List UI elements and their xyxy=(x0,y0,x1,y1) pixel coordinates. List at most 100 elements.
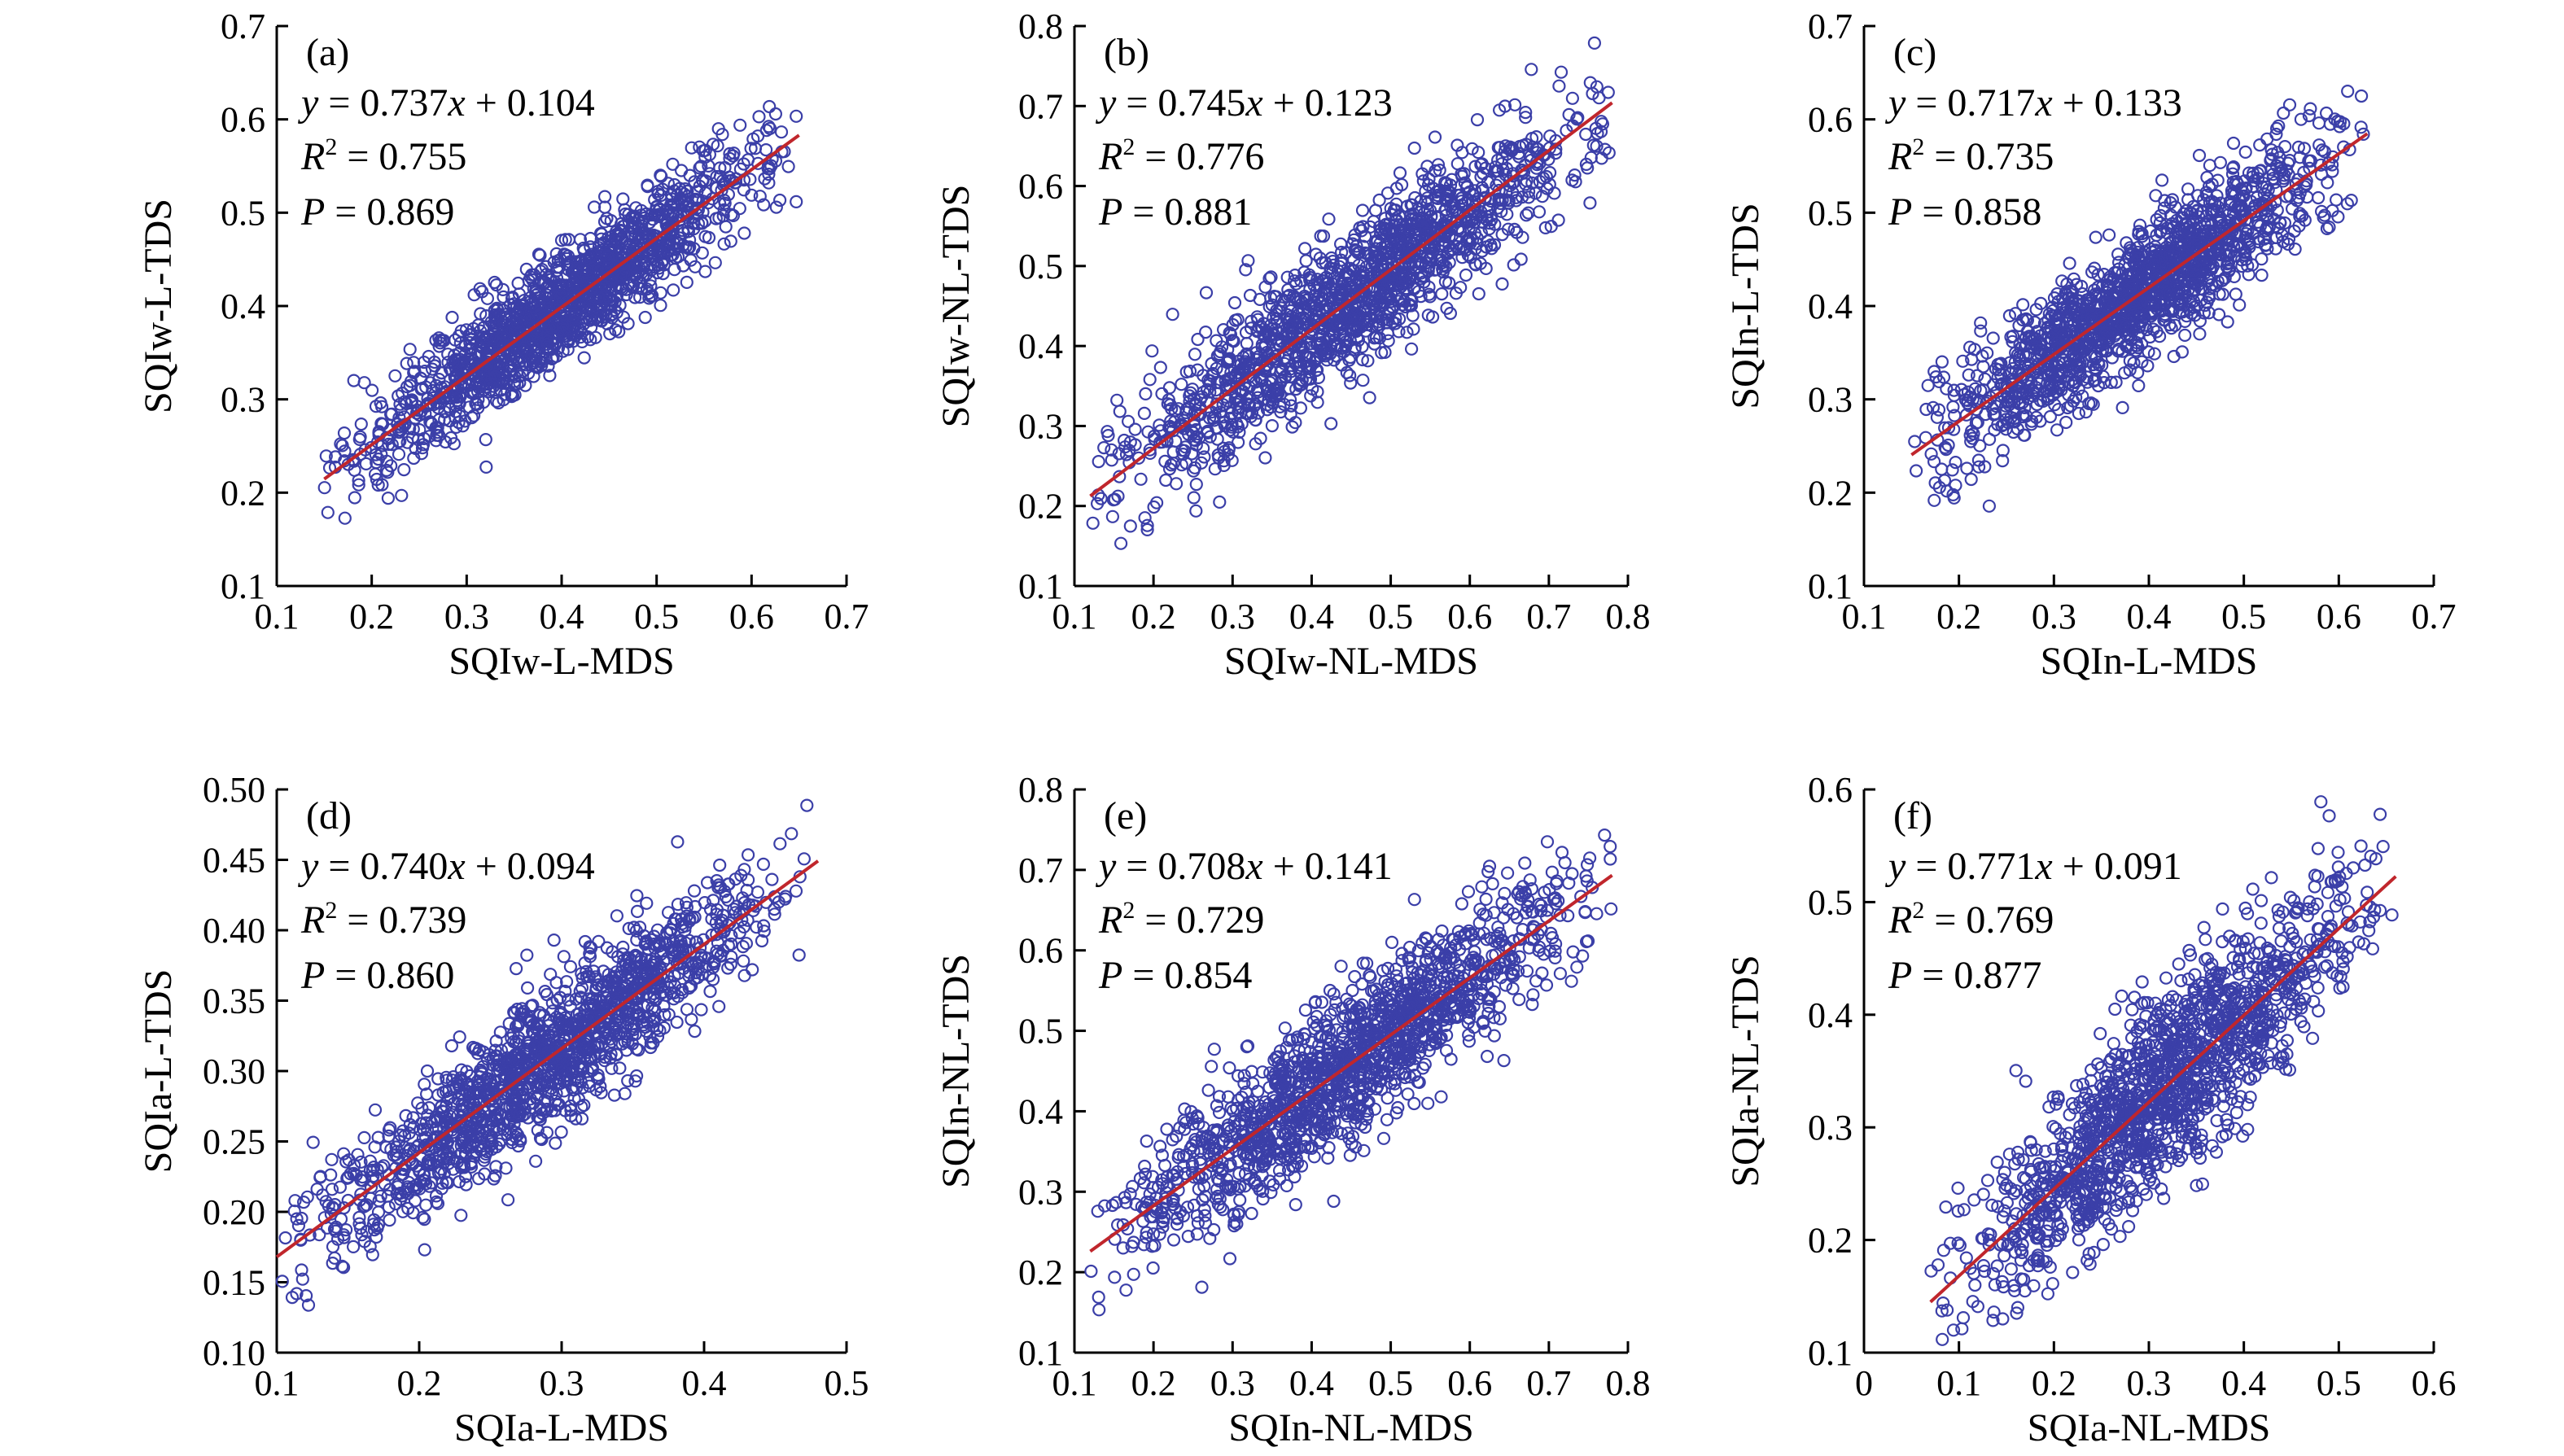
y-tick-label: 0.3 xyxy=(1018,406,1063,446)
scatter-point xyxy=(1356,374,1370,387)
scatter-point xyxy=(2116,400,2129,414)
scatter-point xyxy=(1924,447,1938,461)
x-tick-label: 0.6 xyxy=(1447,597,1492,636)
scatter-point xyxy=(769,200,783,214)
scatter-point xyxy=(1949,455,1962,470)
y-tick-label: 0.50 xyxy=(203,770,265,810)
scatter-point xyxy=(1143,373,1157,387)
scatter-point xyxy=(2238,145,2252,159)
p-value: P = 0.881 xyxy=(1098,190,1252,234)
scatter-point xyxy=(306,1135,320,1149)
scatter-point xyxy=(2233,298,2247,312)
scatter-point xyxy=(1105,509,1120,523)
scatter-point xyxy=(1145,344,1159,358)
scatter-point xyxy=(1927,493,1941,507)
scatter-point xyxy=(2132,378,2146,392)
scatter-point xyxy=(1532,205,1547,219)
x-axis-title: SQIa-L-MDS xyxy=(454,1406,669,1449)
scatter-point xyxy=(743,173,757,186)
y-axis-title: SQIa-L-TDS xyxy=(137,969,180,1174)
x-tick-label: 0.4 xyxy=(682,1363,727,1403)
scatter-point xyxy=(1199,286,1214,300)
scatter-point xyxy=(1189,504,1203,518)
scatter-point xyxy=(2050,423,2064,437)
x-tick-label: 0.4 xyxy=(540,597,584,636)
x-tick-label: 0.3 xyxy=(444,597,489,636)
scatter-point xyxy=(1333,237,1348,251)
scatter-point xyxy=(2089,230,2102,244)
x-axis-title: SQIw-L-MDS xyxy=(448,640,674,683)
scatter-point xyxy=(2213,155,2227,169)
scatter-point xyxy=(2016,298,2030,312)
scatter-point xyxy=(2072,406,2085,421)
y-tick-label: 0.4 xyxy=(221,286,265,326)
x-tick-label: 0.2 xyxy=(1936,597,1981,636)
y-tick-label: 0.45 xyxy=(203,841,265,881)
scatter-point xyxy=(337,426,352,440)
scatter-point xyxy=(381,491,395,505)
scatter-point xyxy=(763,99,777,114)
scatter-point xyxy=(1110,393,1124,407)
x-tick-label: 0.4 xyxy=(2127,597,2172,636)
scatter-point xyxy=(400,356,413,370)
scatter-point xyxy=(1137,406,1152,420)
panel-label: (c) xyxy=(1893,31,1936,74)
scatter-point xyxy=(354,417,368,431)
scatter-point xyxy=(762,176,776,190)
scatter-point xyxy=(790,195,803,208)
scatter-point xyxy=(359,457,373,471)
y-tick-label: 0.7 xyxy=(1808,7,1853,46)
scatter-point xyxy=(1138,511,1152,525)
y-tick-label: 0.15 xyxy=(203,1263,265,1303)
scatter-point xyxy=(2203,159,2216,173)
scatter-point xyxy=(371,452,385,466)
scatter-point xyxy=(1908,435,1922,448)
r-squared: R2 = 0.776 xyxy=(1098,133,1264,178)
scatter-point xyxy=(1964,472,1978,487)
scatter-point xyxy=(1495,277,1509,291)
scatter-point xyxy=(642,291,656,305)
scatter-point xyxy=(388,369,402,383)
y-tick-label: 0.5 xyxy=(1808,193,1853,233)
x-tick-label: 0.6 xyxy=(2317,597,2361,636)
y-tick-label: 0.6 xyxy=(1018,167,1063,207)
scatter-point xyxy=(654,299,667,313)
scatter-point xyxy=(1297,242,1312,256)
scatter-point xyxy=(1092,454,1105,469)
x-tick-label: 0.3 xyxy=(540,1363,584,1403)
regression-equation: y = 0.745x + 0.123 xyxy=(1095,81,1393,125)
scatter-point xyxy=(733,202,746,216)
scatter-point xyxy=(317,481,331,495)
scatter-point xyxy=(1986,331,2000,345)
scatter-point xyxy=(789,884,803,898)
scatter-point xyxy=(2063,256,2076,270)
x-tick-label: 0.2 xyxy=(397,1363,442,1403)
scatter-point xyxy=(703,984,717,999)
scatter-point xyxy=(1113,404,1127,418)
scatter-point xyxy=(1435,287,1449,301)
y-tick-label: 0.1 xyxy=(1018,566,1063,606)
scatter-point xyxy=(1213,495,1227,509)
y-tick-label: 0.30 xyxy=(203,1052,265,1091)
scatter-point xyxy=(1583,196,1597,210)
scatter-point xyxy=(2277,106,2291,120)
scatter-point xyxy=(1258,451,1272,465)
scatter-point xyxy=(1554,65,1569,79)
x-tick-label: 0.8 xyxy=(1606,597,1651,636)
y-tick-label: 0.1 xyxy=(1808,566,1853,606)
panel-d: 0.1 0.2 0.3 0.4 0.50.100.150.200.250.300.350… xyxy=(137,770,869,1449)
scatter-point xyxy=(762,168,776,181)
y-axis-title: SQIw-NL-TDS xyxy=(934,185,978,428)
regression-line xyxy=(1910,132,2369,457)
scatter-point xyxy=(2193,327,2207,341)
scatter-point xyxy=(563,960,578,973)
scatter-point xyxy=(638,310,652,325)
scatter-point xyxy=(365,383,379,397)
scatter-point xyxy=(544,968,558,982)
scatter-point xyxy=(1265,418,1280,433)
scatter-point xyxy=(1983,432,1997,446)
scatter-point xyxy=(1282,381,1297,395)
x-tick-label: 0.1 xyxy=(255,597,300,636)
x-tick-label: 0.6 xyxy=(729,597,774,636)
